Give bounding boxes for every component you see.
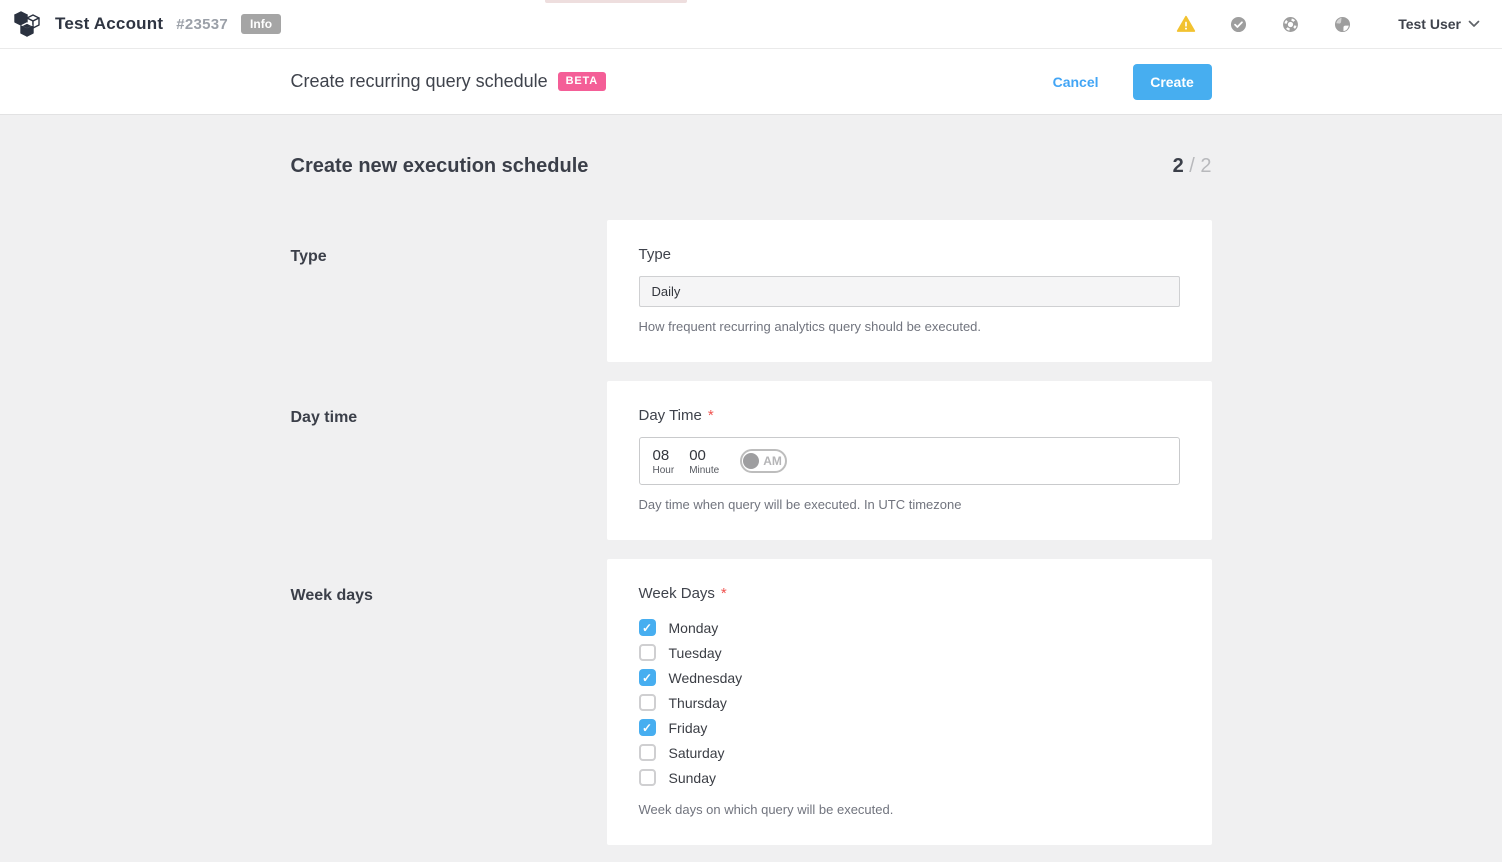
check-icon	[642, 719, 652, 737]
weekdays-field-label: Week Days *	[638, 585, 727, 602]
globe-icon[interactable]	[1332, 14, 1352, 34]
check-circle-icon[interactable]	[1228, 14, 1248, 34]
daytime-card: Day Time * 08 Hour 00 Minute AM	[606, 381, 1212, 540]
chevron-down-icon	[1468, 20, 1480, 27]
row-label-daytime: Day time	[290, 409, 358, 426]
checkbox-wednesday[interactable]	[638, 669, 656, 687]
weekday-option-wednesday[interactable]: Wednesday	[638, 665, 1180, 690]
form-row-daytime: Day time Day Time * 08 Hour 00 Minute	[291, 381, 1212, 540]
weekdays-card: Week Days* Monday Tuesday Wednesday Thur…	[606, 559, 1212, 845]
row-label-weekdays: Week days	[290, 587, 373, 604]
type-select[interactable]: Daily	[638, 276, 1180, 307]
create-button[interactable]: Create	[1132, 63, 1212, 100]
type-help-text: How frequent recurring analytics query s…	[638, 319, 982, 334]
weekday-option-friday[interactable]: Friday	[638, 715, 1180, 740]
checkbox-monday[interactable]	[638, 619, 656, 637]
user-name: Test User	[1398, 16, 1461, 32]
weekdays-help-text: Week days on which query will be execute…	[638, 802, 894, 817]
hour-input[interactable]: 08 Hour	[653, 447, 675, 476]
weekday-option-sunday[interactable]: Sunday	[638, 765, 1180, 790]
hour-value: 08	[652, 446, 670, 464]
check-icon	[642, 669, 652, 687]
minute-label: Minute	[689, 464, 720, 476]
page-title: Create new execution schedule	[290, 155, 589, 177]
week-days-list: Monday Tuesday Wednesday Thursday Friday…	[638, 615, 1180, 790]
minute-input[interactable]: 00 Minute	[689, 447, 719, 476]
checkbox-friday[interactable]	[638, 719, 656, 737]
type-field-label: Type	[638, 246, 672, 263]
weekday-label: Wednesday	[668, 669, 743, 686]
page-toolbar: Create recurring query schedule BETA Can…	[0, 49, 1502, 115]
weekday-label: Tuesday	[668, 644, 722, 661]
type-select-value: Daily	[651, 284, 681, 299]
account-name: Test Account	[55, 14, 164, 33]
weekday-label: Sunday	[668, 769, 716, 786]
toggle-knob	[743, 453, 760, 469]
checkbox-tuesday[interactable]	[638, 644, 656, 661]
weekday-option-thursday[interactable]: Thursday	[638, 690, 1180, 715]
checkbox-sunday[interactable]	[638, 769, 656, 786]
user-menu[interactable]: Test User	[1398, 16, 1480, 32]
row-label-type: Type	[290, 248, 327, 265]
checkbox-saturday[interactable]	[638, 744, 656, 761]
notification-bar-remnant	[545, 0, 687, 3]
daytime-field-label: Day Time *	[638, 407, 714, 424]
weekday-label: Thursday	[668, 694, 727, 711]
weekday-option-saturday[interactable]: Saturday	[638, 740, 1180, 765]
app-header: Test Account #23537 Info	[0, 0, 1502, 49]
daytime-help-text: Day time when query will be executed. In…	[638, 497, 962, 512]
check-icon	[642, 619, 652, 637]
main-content: Create new execution schedule 2 / 2 Type…	[0, 115, 1502, 862]
cancel-button[interactable]: Cancel	[1052, 73, 1099, 90]
checkbox-thursday[interactable]	[638, 694, 656, 711]
step-current: 2	[1172, 155, 1184, 177]
step-separator: /	[1183, 155, 1201, 177]
account-id: #23537	[176, 15, 229, 33]
help-lifebuoy-icon[interactable]	[1280, 14, 1300, 34]
form-row-type: Type Type Daily How frequent recurring a…	[291, 220, 1212, 362]
hour-label: Hour	[652, 464, 675, 476]
form-row-weekdays: Week days Week Days* Monday Tuesday Wedn…	[291, 559, 1212, 845]
info-badge[interactable]: Info	[241, 14, 282, 34]
minute-value: 00	[689, 446, 706, 464]
toolbar-title: Create recurring query schedule	[290, 71, 548, 91]
weekday-label: Friday	[668, 719, 708, 736]
weekday-option-tuesday[interactable]: Tuesday	[638, 640, 1180, 665]
meridiem-label: AM	[763, 454, 782, 468]
step-total: 2	[1200, 155, 1212, 177]
required-asterisk: *	[707, 407, 714, 424]
weekday-option-monday[interactable]: Monday	[638, 615, 1180, 640]
daytime-input[interactable]: 08 Hour 00 Minute AM	[638, 437, 1180, 485]
step-indicator: 2 / 2	[1173, 155, 1212, 178]
am-pm-toggle[interactable]: AM	[740, 449, 788, 473]
type-card: Type Daily How frequent recurring analyt…	[606, 220, 1212, 362]
beta-badge: BETA	[557, 72, 606, 91]
app-logo-cubes-icon[interactable]	[12, 10, 42, 38]
warning-icon[interactable]	[1176, 14, 1196, 34]
required-asterisk: *	[720, 585, 727, 602]
weekday-label: Monday	[668, 619, 719, 636]
weekday-label: Saturday	[668, 744, 725, 761]
